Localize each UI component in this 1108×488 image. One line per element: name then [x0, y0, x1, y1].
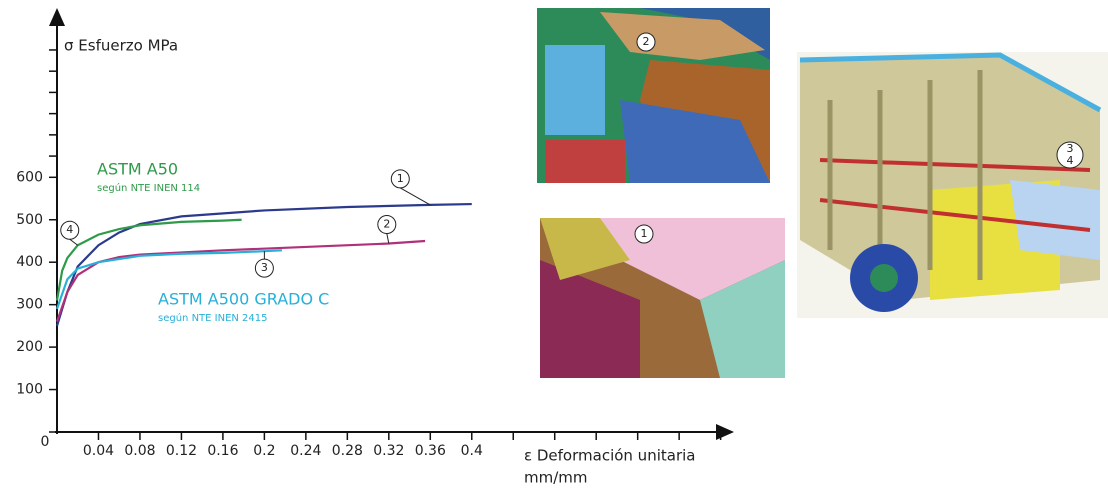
x-tick-label: 0.32 [373, 443, 404, 459]
y-tick-label: 200 [16, 339, 43, 355]
callout-label: 2 [383, 218, 390, 231]
y-tick-label: 500 [16, 212, 43, 228]
y-axis-arrow [49, 8, 65, 26]
x-tick-label: 0.28 [332, 443, 363, 459]
annotation-subtitle: según NTE INEN 114 [97, 182, 200, 194]
callout-label: 3 [261, 261, 268, 274]
y-tick-label: 0 [41, 434, 50, 450]
callout-label: 1 [397, 172, 404, 185]
x-axis-label: mm/mm [524, 469, 588, 487]
annotation-title: ASTM A50 [97, 160, 178, 179]
y-tick-label: 300 [16, 297, 43, 313]
chart: 2 1 3 4 σ Esfuerzo MPa ε Deformación uni… [0, 0, 1108, 488]
y-axis-label: σ Esfuerzo MPa [64, 37, 178, 55]
image-hood [540, 218, 785, 378]
y-tick-label: 100 [16, 382, 43, 398]
x-tick-label: 0.36 [415, 443, 446, 459]
x-tick-label: 0.16 [207, 443, 238, 459]
x-axis-arrow [716, 424, 734, 440]
x-tick-label: 0.2 [253, 443, 275, 459]
callout-leader [400, 188, 430, 205]
image-frame [797, 52, 1108, 318]
x-axis-label: ε Deformación unitaria [524, 447, 695, 465]
callout-label: 4 [66, 223, 73, 236]
x-tick-label: 0.24 [290, 443, 321, 459]
image-callout: 1 [641, 227, 648, 240]
callout-leader [387, 234, 389, 244]
image-cab [537, 8, 770, 183]
image-callout: 2 [643, 35, 650, 48]
x-tick-label: 0.04 [83, 443, 114, 459]
x-tick-label: 0.08 [124, 443, 155, 459]
x-tick-label: 0.12 [166, 443, 197, 459]
y-tick-label: 400 [16, 254, 43, 270]
annotation-title: ASTM A500 GRADO C [158, 290, 329, 309]
x-tick-label: 0.4 [461, 443, 483, 459]
annotation-subtitle: según NTE INEN 2415 [158, 312, 268, 324]
y-tick-label: 600 [16, 169, 43, 185]
callout-leader [70, 239, 78, 245]
image-callout: 4 [1067, 154, 1074, 167]
